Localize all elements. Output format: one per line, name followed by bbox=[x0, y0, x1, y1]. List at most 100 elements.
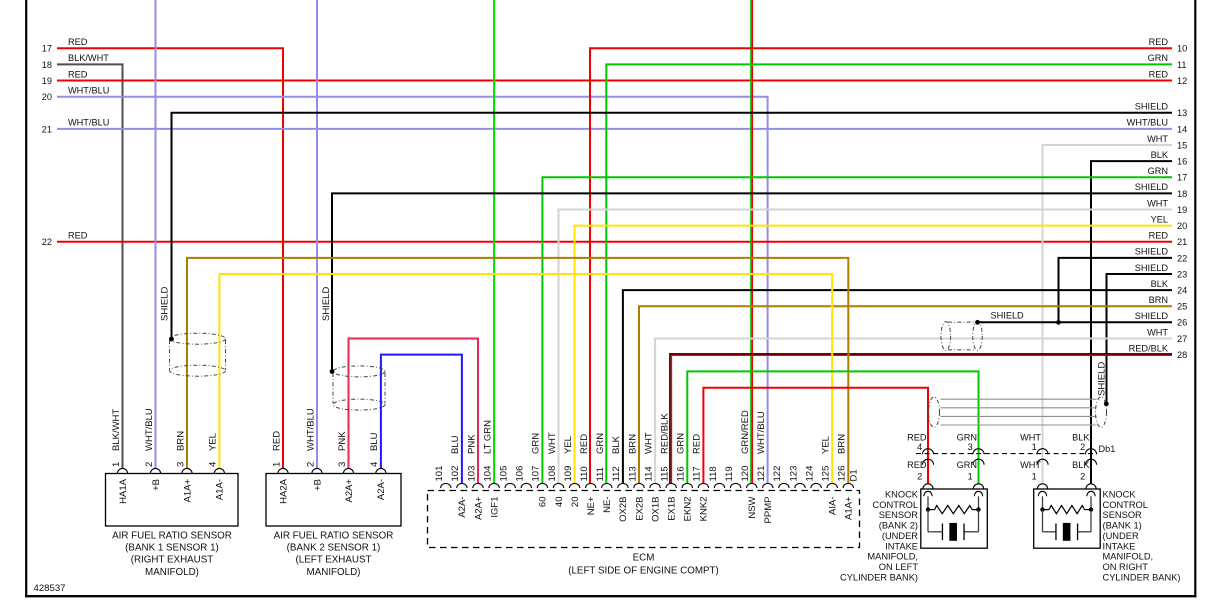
svg-text:2: 2 bbox=[1080, 472, 1085, 482]
svg-text:16: 16 bbox=[1177, 157, 1187, 167]
svg-text:114: 114 bbox=[643, 466, 654, 481]
svg-text:40: 40 bbox=[554, 497, 565, 508]
svg-text:WHT/BLU: WHT/BLU bbox=[305, 408, 316, 451]
svg-text:ECM: ECM bbox=[633, 553, 655, 564]
svg-text:CONTROL: CONTROL bbox=[873, 500, 918, 510]
svg-text:126: 126 bbox=[837, 466, 848, 482]
svg-text:GRN: GRN bbox=[1148, 53, 1168, 63]
svg-text:AIR FUEL RATIO SENSOR: AIR FUEL RATIO SENSOR bbox=[112, 530, 232, 541]
svg-text:2: 2 bbox=[144, 462, 155, 467]
svg-text:121: 121 bbox=[756, 466, 767, 482]
svg-text:WHT: WHT bbox=[1147, 198, 1168, 208]
svg-text:NE+: NE+ bbox=[586, 496, 597, 515]
svg-text:OX2B: OX2B bbox=[618, 497, 629, 522]
svg-text:SHIELD: SHIELD bbox=[1135, 247, 1169, 257]
svg-text:ON RIGHT: ON RIGHT bbox=[1103, 562, 1149, 572]
svg-text:(UNDER: (UNDER bbox=[1103, 531, 1139, 541]
svg-text:4: 4 bbox=[208, 462, 219, 467]
svg-text:RED: RED bbox=[68, 231, 88, 241]
svg-text:BLK: BLK bbox=[1151, 279, 1169, 289]
svg-text:1: 1 bbox=[1032, 472, 1037, 482]
svg-text:RED: RED bbox=[907, 460, 927, 470]
svg-text:A2A-: A2A- bbox=[457, 497, 468, 518]
svg-text:(BANK 1): (BANK 1) bbox=[1103, 521, 1142, 531]
svg-text:YEL: YEL bbox=[821, 436, 832, 454]
svg-text:BLK: BLK bbox=[1072, 460, 1090, 470]
svg-text:WHT: WHT bbox=[1147, 327, 1168, 337]
svg-text:WHT/BLU: WHT/BLU bbox=[1127, 118, 1168, 128]
svg-text:WHT/BLU: WHT/BLU bbox=[756, 411, 767, 454]
svg-text:NE-: NE- bbox=[602, 497, 613, 513]
svg-text:24: 24 bbox=[1177, 286, 1187, 296]
svg-text:D1: D1 bbox=[849, 469, 860, 481]
svg-text:107: 107 bbox=[531, 466, 542, 482]
svg-text:1: 1 bbox=[1032, 442, 1037, 452]
svg-text:LT GRN: LT GRN bbox=[482, 420, 493, 454]
svg-text:4: 4 bbox=[917, 442, 922, 452]
svg-text:2: 2 bbox=[1080, 442, 1085, 452]
svg-text:122: 122 bbox=[772, 466, 783, 482]
svg-text:EX2B: EX2B bbox=[634, 497, 645, 521]
svg-text:WHT: WHT bbox=[1020, 460, 1041, 470]
svg-text:SHIELD: SHIELD bbox=[1135, 102, 1169, 112]
svg-text:120: 120 bbox=[740, 466, 751, 482]
svg-text:105: 105 bbox=[499, 466, 510, 482]
svg-text:12: 12 bbox=[1177, 76, 1187, 86]
svg-text:CYLINDER BANK): CYLINDER BANK) bbox=[1103, 573, 1181, 583]
svg-text:102: 102 bbox=[450, 466, 461, 482]
svg-text:23: 23 bbox=[1177, 269, 1187, 279]
svg-text:11: 11 bbox=[1177, 60, 1187, 70]
svg-text:BLK: BLK bbox=[1072, 433, 1090, 443]
svg-text:RED/BLK: RED/BLK bbox=[1129, 343, 1169, 353]
svg-text:(BANK 2): (BANK 2) bbox=[879, 521, 918, 531]
svg-text:+B: +B bbox=[312, 479, 323, 491]
svg-text:Db1: Db1 bbox=[1099, 444, 1116, 454]
svg-text:PNK: PNK bbox=[466, 434, 477, 454]
svg-text:RED: RED bbox=[579, 434, 590, 454]
svg-text:21: 21 bbox=[1177, 237, 1187, 247]
svg-text:YEL: YEL bbox=[563, 436, 574, 454]
svg-text:19: 19 bbox=[42, 76, 52, 86]
svg-text:ON LEFT: ON LEFT bbox=[879, 562, 919, 572]
svg-text:116: 116 bbox=[676, 466, 687, 481]
svg-text:GRN: GRN bbox=[531, 433, 542, 454]
svg-text:25: 25 bbox=[1177, 302, 1187, 312]
svg-text:AIR FUEL RATIO SENSOR: AIR FUEL RATIO SENSOR bbox=[274, 530, 394, 541]
svg-text:WHT: WHT bbox=[1020, 433, 1041, 443]
svg-text:KNOCK: KNOCK bbox=[885, 490, 919, 500]
svg-text:20: 20 bbox=[42, 92, 52, 102]
svg-text:117: 117 bbox=[692, 466, 703, 481]
svg-text:22: 22 bbox=[1177, 253, 1187, 263]
svg-text:WHT/BLU: WHT/BLU bbox=[144, 408, 155, 451]
svg-text:20: 20 bbox=[1177, 221, 1187, 231]
svg-text:A1A+: A1A+ bbox=[844, 496, 855, 520]
svg-text:1: 1 bbox=[271, 462, 282, 467]
svg-text:(RIGHT EXHAUST: (RIGHT EXHAUST bbox=[131, 555, 214, 566]
svg-text:MANIFOLD): MANIFOLD) bbox=[145, 567, 199, 578]
svg-text:AIA-: AIA- bbox=[828, 497, 839, 515]
svg-text:RED: RED bbox=[271, 431, 282, 451]
svg-text:SHIELD: SHIELD bbox=[160, 287, 171, 321]
svg-text:1: 1 bbox=[968, 472, 973, 482]
svg-text:BLU: BLU bbox=[369, 432, 380, 451]
svg-text:13: 13 bbox=[1177, 108, 1187, 118]
svg-text:INTAKE: INTAKE bbox=[885, 541, 918, 551]
svg-text:GRN/RED: GRN/RED bbox=[740, 410, 751, 454]
svg-text:GRN: GRN bbox=[957, 433, 977, 443]
svg-text:KNK2: KNK2 bbox=[699, 497, 710, 522]
svg-text:BRN: BRN bbox=[175, 431, 186, 451]
svg-text:WHT/BLU: WHT/BLU bbox=[68, 86, 109, 96]
svg-text:SHIELD: SHIELD bbox=[1135, 263, 1169, 273]
svg-text:SENSOR: SENSOR bbox=[1103, 510, 1143, 520]
svg-text:MANIFOLD,: MANIFOLD, bbox=[867, 552, 918, 562]
svg-text:BRN: BRN bbox=[837, 434, 848, 454]
svg-text:109: 109 bbox=[563, 466, 574, 482]
svg-text:RED: RED bbox=[1149, 69, 1169, 79]
svg-text:A2A+: A2A+ bbox=[344, 479, 355, 503]
svg-text:RED: RED bbox=[1149, 37, 1169, 47]
svg-text:WHT/BLU: WHT/BLU bbox=[68, 118, 109, 128]
svg-text:1: 1 bbox=[111, 462, 122, 467]
svg-text:A2A-: A2A- bbox=[376, 479, 387, 500]
svg-text:27: 27 bbox=[1177, 334, 1187, 344]
svg-text:26: 26 bbox=[1177, 318, 1187, 328]
